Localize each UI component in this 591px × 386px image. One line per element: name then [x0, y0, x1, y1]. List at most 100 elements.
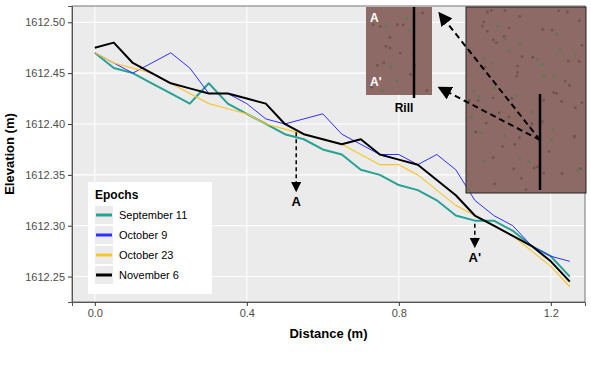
inset-texture — [516, 65, 519, 68]
inset-texture — [568, 84, 571, 87]
inset-texture — [541, 28, 544, 31]
inset-texture — [555, 33, 558, 36]
inset-texture — [552, 128, 555, 131]
tick-mark — [68, 73, 72, 74]
tick: 1612.35 — [25, 169, 72, 181]
inset-texture — [492, 38, 495, 41]
tick-label: 1612.25 — [25, 271, 65, 283]
inset-texture — [518, 136, 521, 139]
inset-texture — [389, 66, 392, 69]
tick-label: 1.2 — [544, 307, 559, 319]
inset-texture — [384, 25, 387, 28]
inset-texture — [498, 111, 501, 114]
plot: 0.00.40.81.21612.251612.301612.351612.40… — [25, 6, 585, 319]
inset-texture — [548, 150, 551, 153]
inset-texture — [518, 15, 521, 18]
tick-label: 1612.45 — [25, 67, 65, 79]
inset-texture — [566, 11, 569, 14]
inset-texture — [518, 157, 521, 160]
inset-texture — [574, 106, 577, 109]
legend-label: October 23 — [119, 249, 173, 261]
inset-texture — [512, 167, 515, 170]
legend-background — [88, 182, 212, 294]
legend-swatch — [96, 274, 112, 277]
inset-texture — [482, 160, 485, 163]
inset-texture — [479, 131, 482, 134]
inset-texture — [409, 73, 412, 76]
tick-mark — [95, 302, 96, 306]
inset-label: A — [370, 11, 379, 25]
tick-mark — [247, 302, 248, 306]
annotation-arrow — [474, 224, 476, 246]
tick-mark — [68, 124, 72, 125]
inset-texture — [478, 95, 481, 98]
inset-texture — [486, 11, 489, 14]
inset-texture — [542, 172, 545, 175]
inset-texture — [521, 55, 524, 58]
inset-pointer — [440, 88, 540, 140]
inset-image — [366, 7, 432, 95]
inset-texture — [486, 30, 489, 33]
tick: 0.4 — [240, 302, 255, 319]
inset-texture — [578, 19, 581, 22]
inset-texture — [508, 116, 511, 119]
inset-texture — [495, 41, 498, 44]
inset-texture — [542, 75, 545, 78]
inset-texture — [490, 9, 493, 12]
annotation-arrow — [295, 132, 297, 190]
inset-texture — [531, 56, 534, 59]
inset-texture — [508, 26, 511, 29]
tick-label: 0.4 — [240, 307, 255, 319]
inset-texture — [385, 45, 388, 48]
inset-texture — [541, 120, 544, 123]
inset-texture — [485, 122, 488, 125]
inset-texture — [396, 79, 399, 82]
tick-label: 0.8 — [392, 307, 407, 319]
y-axis-title: Elevation (m) — [2, 113, 17, 195]
inset-texture — [579, 167, 582, 170]
inset-texture — [520, 177, 523, 180]
inset-texture — [513, 143, 516, 146]
axis-line — [73, 303, 586, 307]
inset-rill-line — [413, 7, 416, 98]
inset-texture — [531, 122, 534, 125]
inset-texture — [496, 25, 499, 28]
inset-texture — [536, 58, 539, 61]
tick-mark — [68, 22, 72, 23]
inset-texture — [508, 49, 511, 52]
inset-texture — [552, 75, 555, 78]
inset-texture — [406, 17, 409, 20]
inset-texture — [573, 135, 576, 138]
legend-label: September 11 — [119, 209, 187, 221]
inset-texture — [482, 20, 485, 23]
inset-texture — [399, 52, 402, 55]
inset-texture — [381, 89, 384, 92]
inset-texture — [536, 165, 539, 168]
annotation-label: A' — [469, 250, 481, 265]
tick: 1612.30 — [25, 220, 72, 232]
inset-texture — [468, 99, 471, 102]
tick-label: 1612.35 — [25, 169, 65, 181]
inset-texture — [551, 29, 554, 32]
legend-key — [95, 266, 113, 284]
inset-texture — [510, 97, 513, 100]
inset-border — [466, 7, 586, 193]
inset-texture — [527, 160, 530, 163]
tick-mark — [68, 277, 72, 278]
tick-mark — [551, 302, 552, 306]
tick: 1612.45 — [25, 67, 72, 79]
inset-texture — [379, 25, 382, 28]
legend-label: November 6 — [119, 269, 179, 281]
inset-texture — [490, 62, 493, 65]
inset-texture — [470, 116, 473, 119]
inset-texture — [503, 35, 506, 38]
tick: 1612.40 — [25, 118, 72, 130]
tick-mark — [68, 175, 72, 176]
tick: 1612.50 — [25, 16, 72, 28]
inset-texture — [421, 12, 424, 15]
inset-texture — [525, 188, 528, 191]
tick-label: 1612.30 — [25, 220, 65, 232]
inset-texture — [473, 89, 476, 92]
inset-texture — [515, 95, 518, 98]
annotations: AA' — [292, 132, 482, 265]
